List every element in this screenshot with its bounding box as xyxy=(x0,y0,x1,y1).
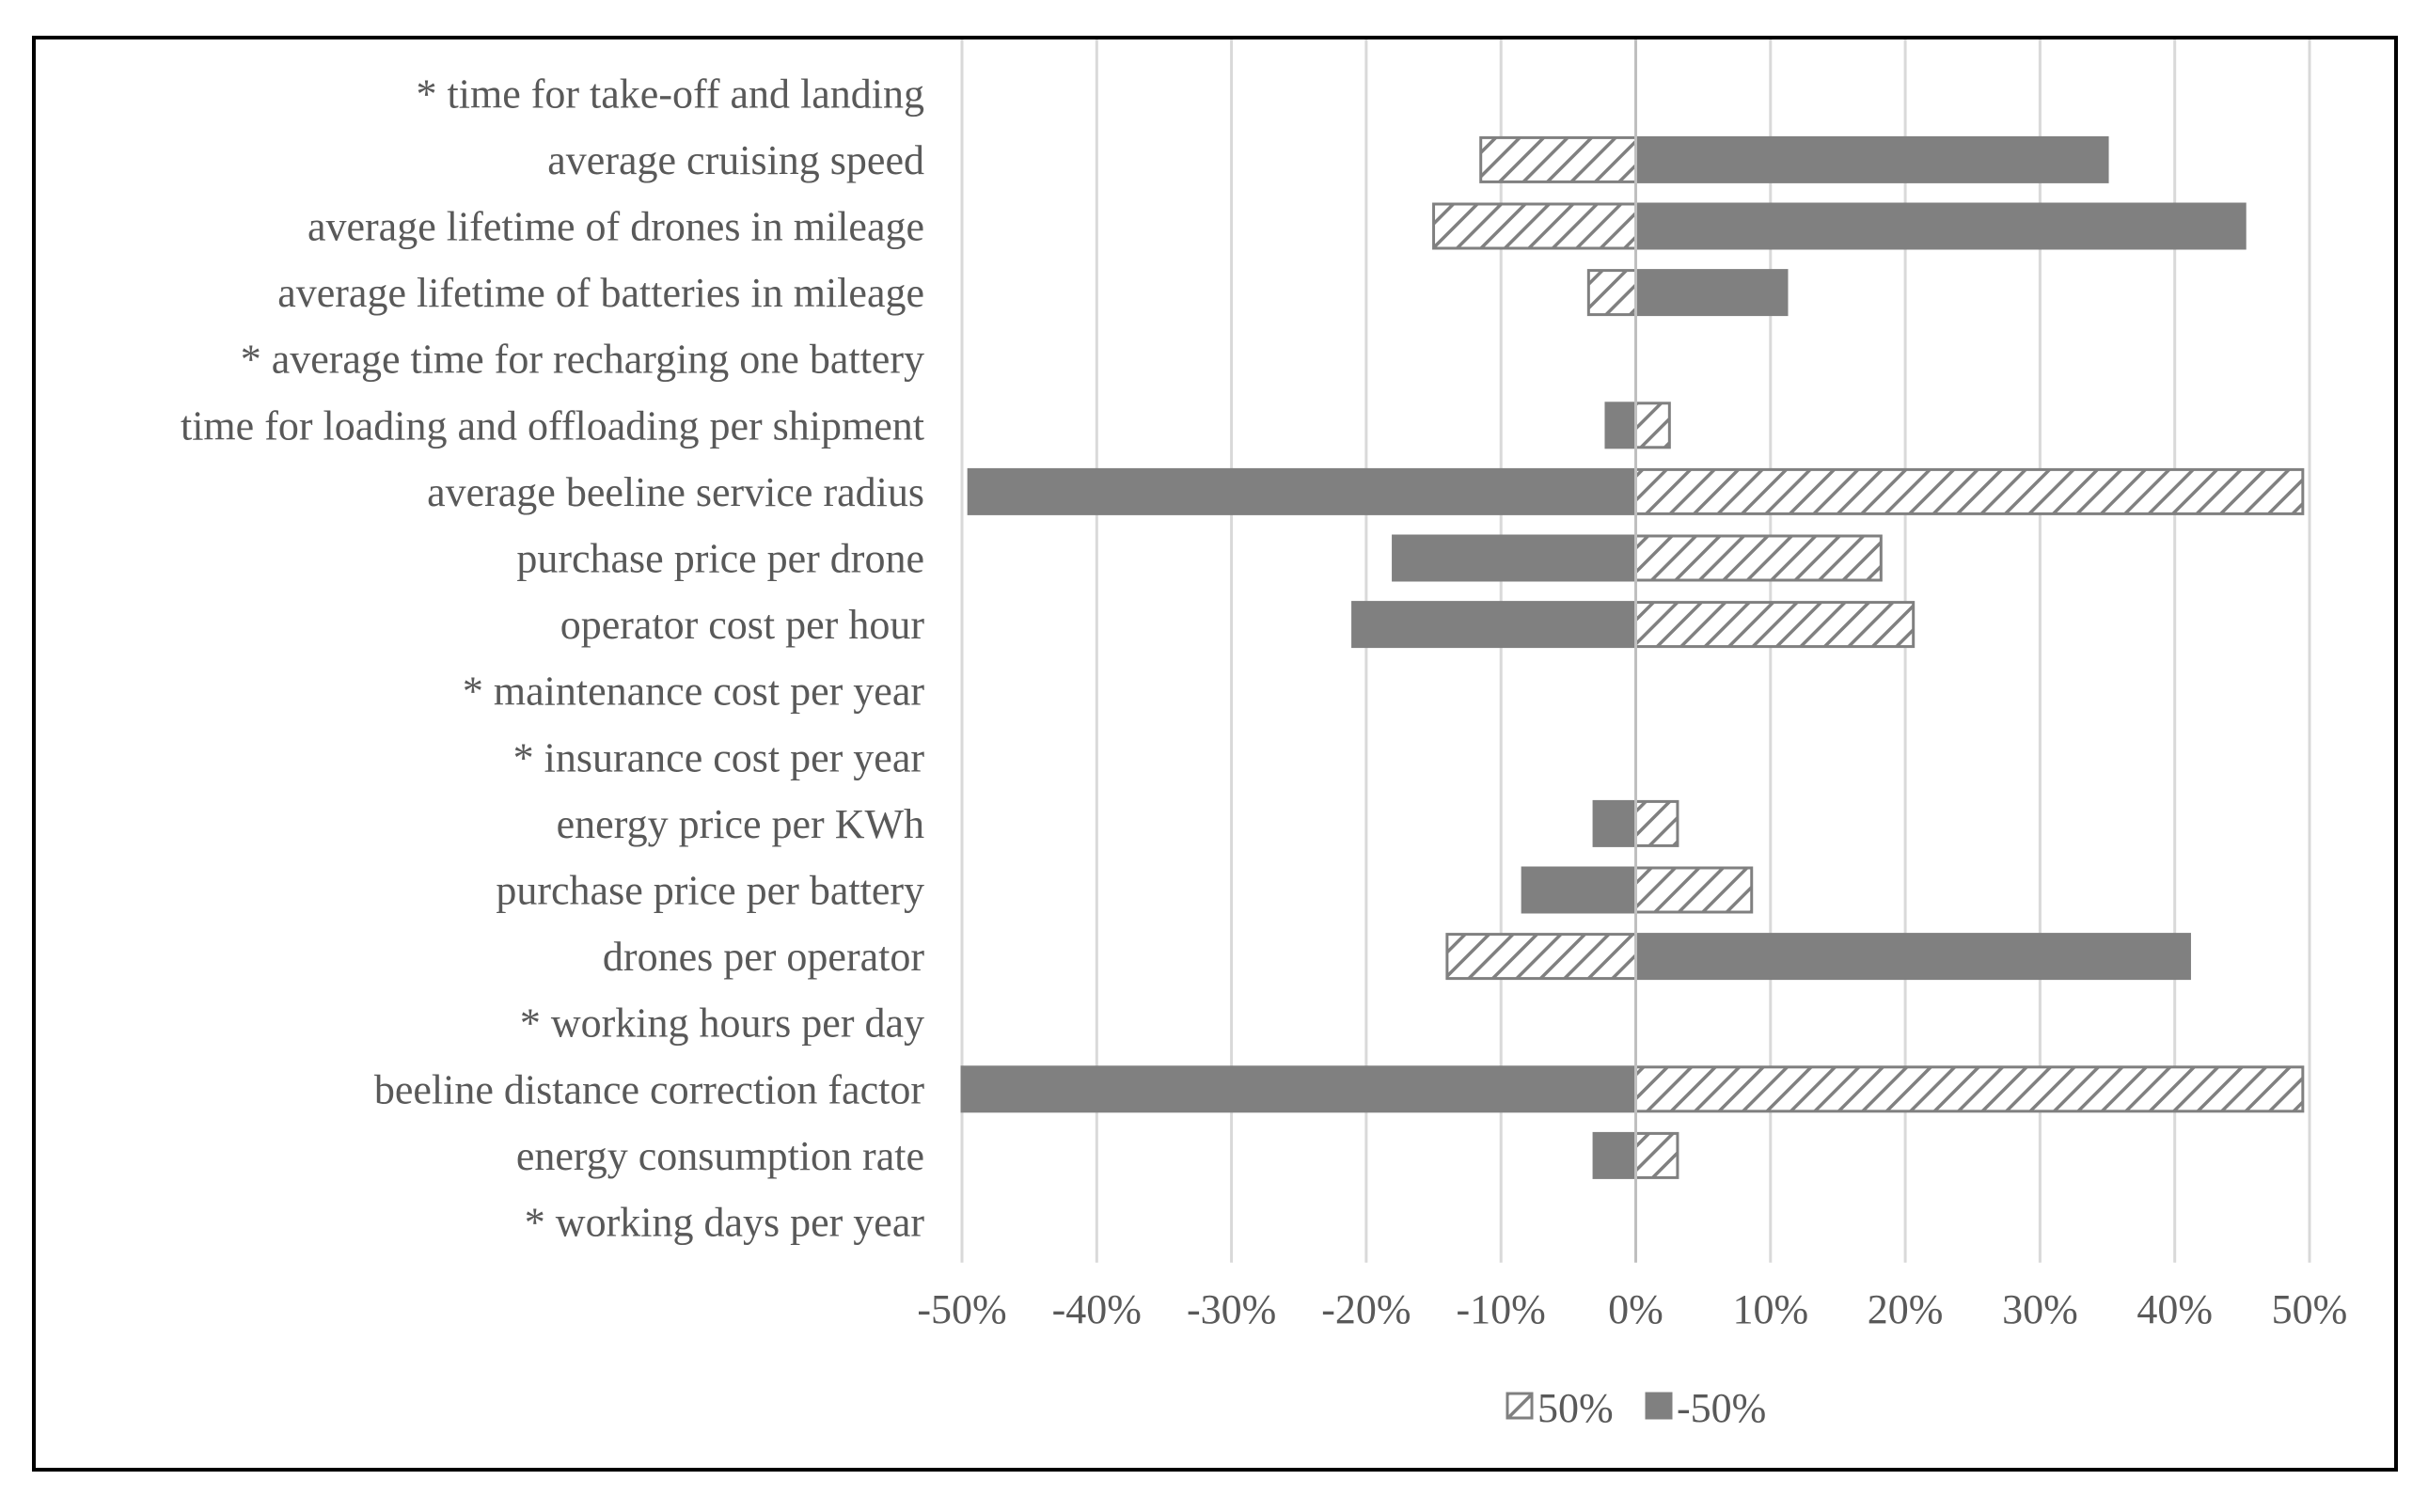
bar-plus50 xyxy=(1634,1131,1679,1179)
x-axis-tick-labels: -50% -40% -30% -20% -10% 0% 10% 20% 30% 40% 50% xyxy=(917,1286,2347,1332)
bar-minus50 xyxy=(1592,1131,1638,1179)
bar-minus50 xyxy=(1521,866,1638,914)
bar-minus50 xyxy=(1634,269,1789,317)
bars xyxy=(960,135,2305,1179)
bar-plus50 xyxy=(1634,534,1883,582)
legend: 50% -50% xyxy=(1506,1385,1766,1431)
x-tick-label: -20% xyxy=(1321,1286,1411,1332)
x-tick-label: 10% xyxy=(1732,1286,1808,1332)
category-label: average cruising speed xyxy=(547,137,924,183)
chart-frame: * time for take-off and landing average c… xyxy=(32,36,2398,1472)
category-label: average lifetime of drones in mileage xyxy=(307,204,924,250)
bar-plus50 xyxy=(1479,135,1637,183)
bar-plus50 xyxy=(1634,1065,2305,1113)
x-tick-label: -30% xyxy=(1187,1286,1276,1332)
category-labels: * time for take-off and landing average c… xyxy=(181,71,924,1245)
bar-minus50 xyxy=(1634,202,2247,250)
legend-swatch-minus50 xyxy=(1645,1392,1673,1420)
bar-minus50 xyxy=(1351,601,1637,649)
bar-plus50 xyxy=(1634,601,1916,649)
category-label: average beeline service radius xyxy=(427,469,924,515)
x-tick-label: -10% xyxy=(1457,1286,1546,1332)
legend-label: 50% xyxy=(1537,1385,1614,1431)
category-label: * maintenance cost per year xyxy=(463,669,924,715)
category-label: * insurance cost per year xyxy=(513,734,925,780)
x-tick-label: 40% xyxy=(2136,1286,2213,1332)
category-label: energy price per KWh xyxy=(557,801,924,847)
bar-minus50 xyxy=(1592,799,1638,847)
category-label: * time for take-off and landing xyxy=(417,71,924,117)
bar-minus50 xyxy=(967,467,1637,515)
category-label: drones per operator xyxy=(603,934,924,980)
bar-minus50 xyxy=(1604,402,1637,449)
category-label: * working days per year xyxy=(525,1200,925,1246)
bar-minus50 xyxy=(960,1065,1637,1113)
bar-plus50 xyxy=(1586,269,1637,317)
bar-plus50 xyxy=(1634,467,2305,515)
bar-minus50 xyxy=(1634,135,2109,183)
legend-label: -50% xyxy=(1677,1385,1766,1431)
x-tick-label: -40% xyxy=(1052,1286,1142,1332)
bar-plus50 xyxy=(1445,933,1637,981)
bar-plus50 xyxy=(1634,402,1671,449)
bar-minus50 xyxy=(1634,933,2191,981)
category-label: * working hours per day xyxy=(520,1000,924,1047)
category-label: average lifetime of batteries in mileage xyxy=(277,270,924,316)
tornado-chart: * time for take-off and landing average c… xyxy=(181,39,2347,1431)
category-label: time for loading and offloading per ship… xyxy=(181,402,924,449)
bar-minus50 xyxy=(1392,534,1638,582)
category-label: energy consumption rate xyxy=(516,1133,924,1179)
category-label: operator cost per hour xyxy=(560,602,925,648)
x-tick-label: 50% xyxy=(2272,1286,2348,1332)
category-label: purchase price per drone xyxy=(516,536,924,582)
x-tick-label: 0% xyxy=(1608,1286,1663,1332)
bar-plus50 xyxy=(1634,799,1679,847)
bar-plus50 xyxy=(1634,866,1754,914)
category-label: beeline distance correction factor xyxy=(374,1066,924,1112)
x-tick-label: -50% xyxy=(917,1286,1006,1332)
legend-swatch-plus50 xyxy=(1506,1392,1534,1420)
bar-plus50 xyxy=(1432,202,1638,250)
x-tick-label: 20% xyxy=(1868,1286,1944,1332)
x-tick-label: 30% xyxy=(2002,1286,2078,1332)
category-label: * average time for recharging one batter… xyxy=(241,337,924,383)
category-label: purchase price per battery xyxy=(496,868,924,914)
